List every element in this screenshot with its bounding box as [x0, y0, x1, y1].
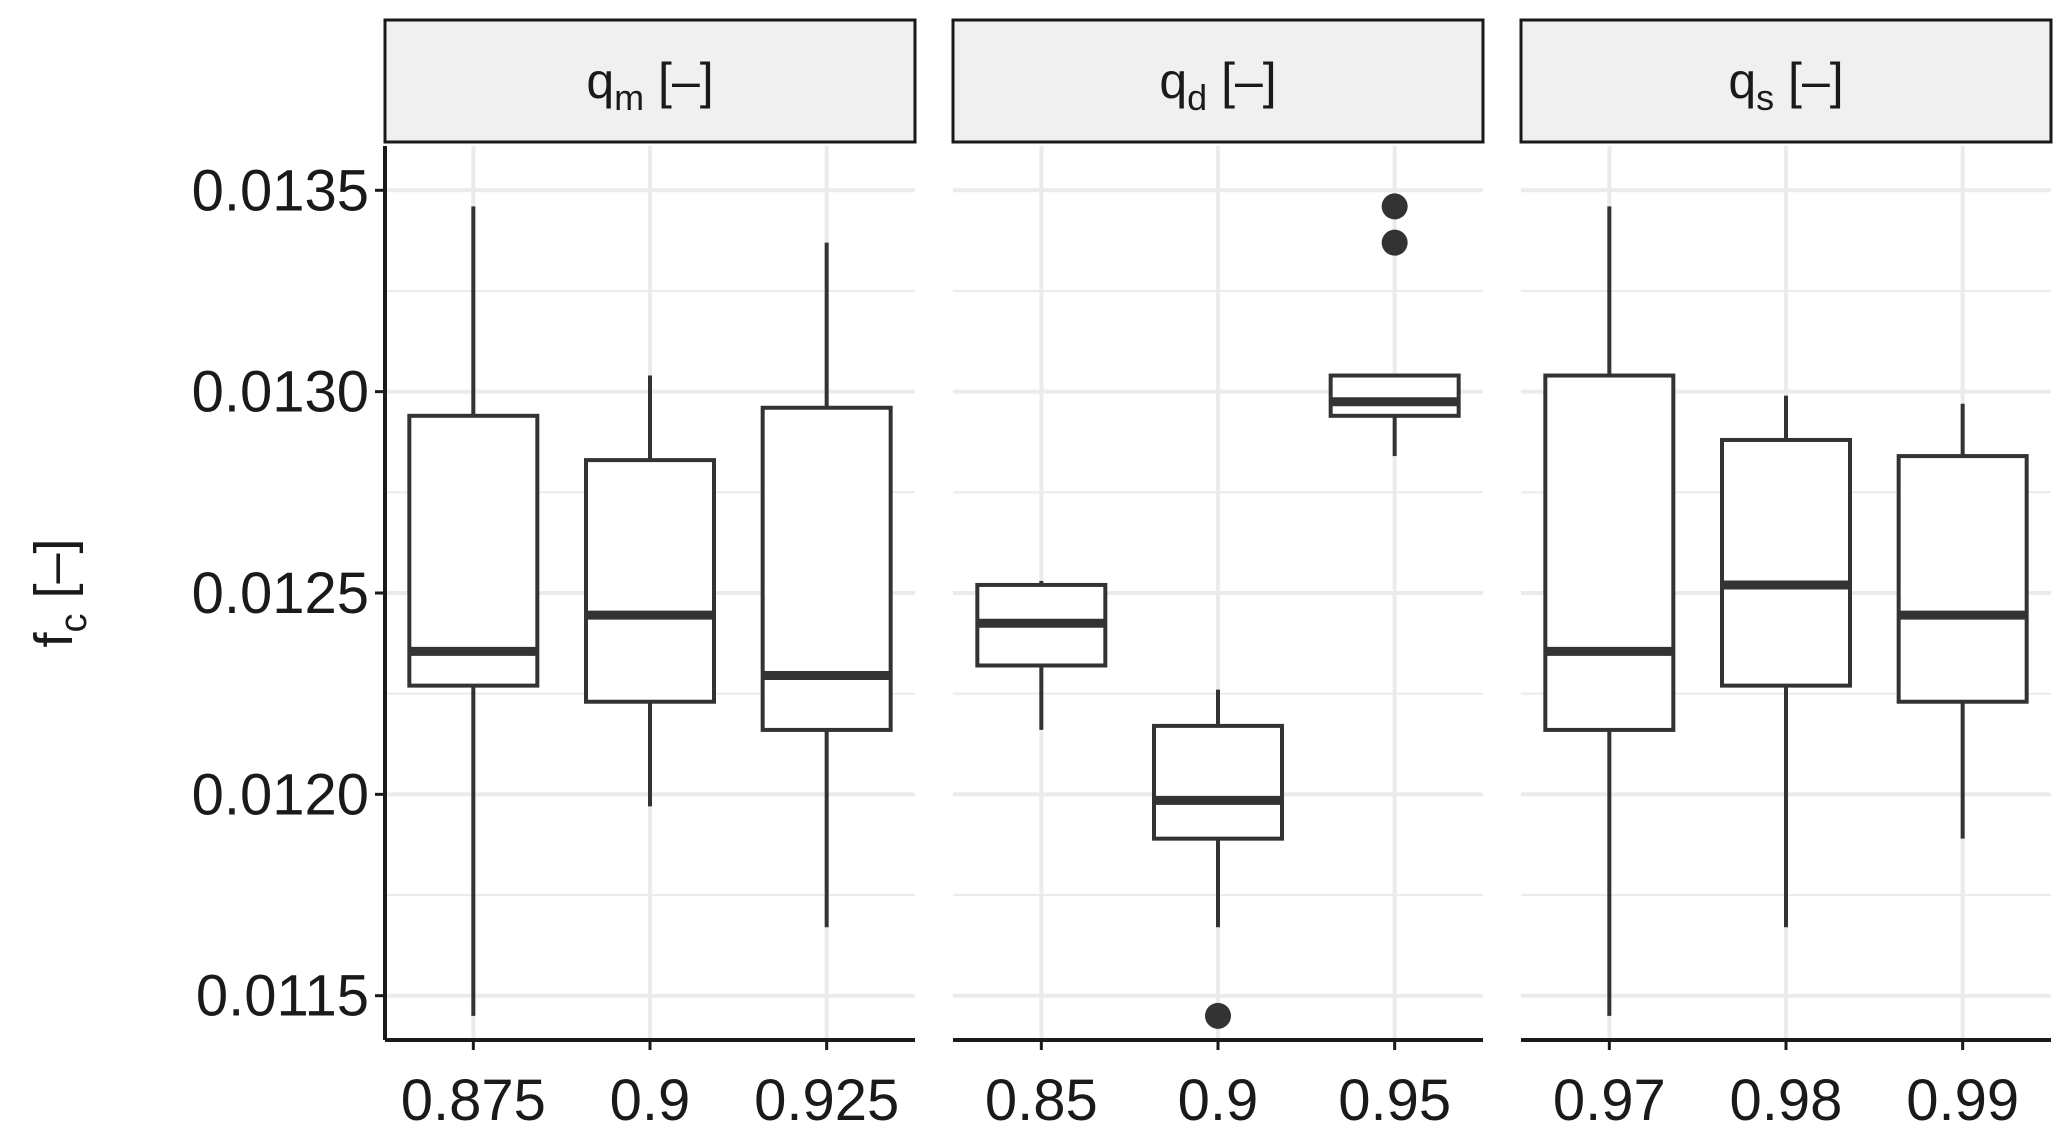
y-tick-label: 0.0130 — [192, 360, 369, 425]
facet-strip-label: qm [–] — [586, 53, 713, 118]
facet-strip-subscript: m — [614, 77, 644, 118]
facet-strip-label: qd [–] — [1159, 53, 1276, 118]
y-tick-label: 0.0125 — [192, 561, 369, 626]
facet-panel-s: qs [–] 0.97 0.98 0.99 — [1519, 18, 2053, 1133]
facet-strip-unit: [–] — [644, 53, 713, 109]
y-tick-label: 0.0120 — [192, 762, 369, 827]
y-axis-title-symbol: f — [24, 632, 84, 648]
x-tick-label: 0.99 — [1906, 1068, 2019, 1133]
y-axis-title-subscript: c — [53, 614, 95, 633]
facet-strip — [383, 18, 917, 144]
box-0.95 — [1328, 193, 1461, 457]
y-axis-tick-labels: 0.0115 0.0120 0.0125 0.0130 0.0135 — [192, 158, 385, 1029]
facet-strip-unit: [–] — [1774, 53, 1843, 109]
facet-strip-label: qs [–] — [1728, 53, 1843, 118]
box-0.925 — [760, 242, 893, 928]
x-tick-label: 0.85 — [985, 1068, 1098, 1133]
y-axis-title-text: fc [–] — [24, 538, 95, 647]
outlier-point — [1381, 229, 1408, 256]
x-tick-label: 0.95 — [1338, 1068, 1451, 1133]
iqr-box — [407, 413, 540, 688]
facet-strip-symbol: q — [1159, 53, 1187, 109]
outlier-point — [1205, 1002, 1231, 1029]
facet-panel-d: qd [–] 0.85 0.9 0.95 — [951, 18, 1485, 1133]
iqr-box — [584, 458, 716, 704]
x-tick-label: 0.925 — [754, 1068, 899, 1133]
y-tick-label: 0.0115 — [196, 964, 369, 1029]
facet-strip-symbol: q — [1728, 53, 1756, 109]
iqr-box — [1328, 373, 1461, 418]
facet-panel-m: qm [–] 0.875 0.9 0.925 — [383, 18, 917, 1133]
box-0.9 — [584, 375, 716, 807]
box-0.9 — [1152, 689, 1284, 1029]
iqr-box — [1896, 454, 2029, 704]
box-0.875 — [407, 206, 540, 1016]
y-axis-title: fc [–] — [24, 538, 95, 647]
x-tick-label: 0.9 — [1178, 1068, 1259, 1133]
box-0.98 — [1720, 395, 1852, 928]
box-0.99 — [1896, 403, 2029, 839]
iqr-box — [760, 405, 893, 732]
outlier-point — [1381, 193, 1408, 220]
x-tick-label: 0.9 — [610, 1068, 691, 1133]
box-0.97 — [1543, 206, 1676, 1016]
y-tick-label: 0.0135 — [192, 158, 369, 223]
iqr-box — [1543, 373, 1676, 732]
facet-strip — [951, 18, 1485, 144]
facet-strip-subscript: s — [1756, 77, 1774, 118]
x-tick-label: 0.98 — [1730, 1068, 1843, 1133]
x-tick-label: 0.97 — [1553, 1068, 1666, 1133]
x-tick-label: 0.875 — [401, 1068, 546, 1133]
facet-strip-unit: [–] — [1207, 53, 1276, 109]
facet-strip-subscript: d — [1187, 77, 1207, 118]
box-0.85 — [975, 580, 1108, 730]
iqr-box — [1152, 723, 1284, 841]
y-axis-title-unit: [–] — [24, 538, 84, 613]
facet-strip-symbol: q — [586, 53, 614, 109]
facet-strip — [1519, 18, 2053, 144]
iqr-box — [1720, 437, 1852, 688]
